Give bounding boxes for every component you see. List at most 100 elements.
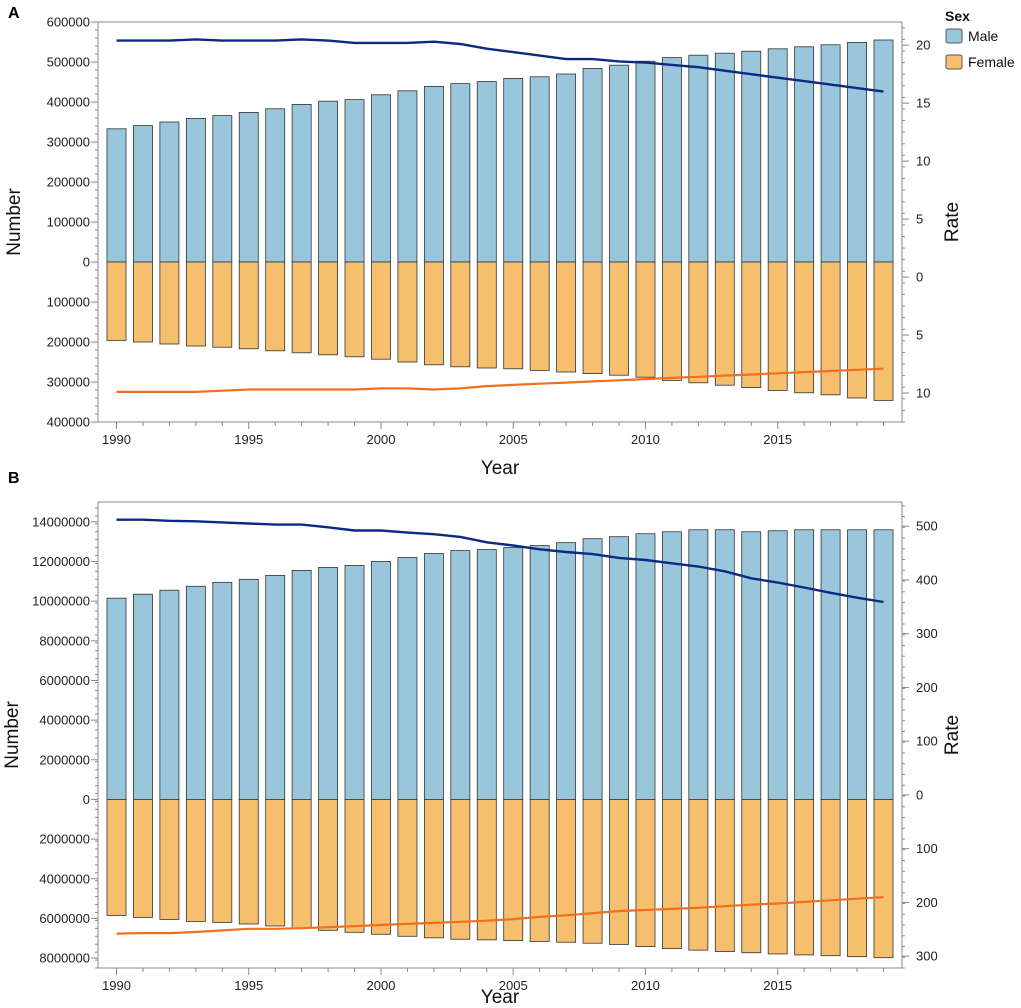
panel-b-right-tick-label: 100 <box>916 841 938 856</box>
panel-a-x-tick-label: 2010 <box>631 432 660 447</box>
panel-a-male-bar-1990 <box>106 128 127 263</box>
panel-a-male-bar-1997 <box>291 104 312 263</box>
panel-a-male-bar-1993 <box>185 118 206 263</box>
panel-b-female-bar-2000 <box>371 799 391 935</box>
panel-a-left-tick-label: 600000 <box>47 15 90 30</box>
panel-a-female-bar-2018 <box>847 261 867 399</box>
panel-a-female-bar-2003 <box>450 261 471 368</box>
panel-a-left-tick-label: 300000 <box>47 375 90 390</box>
panel-b-x-tick-label: 2005 <box>499 978 528 993</box>
panel-b-female-bar-1993 <box>185 799 206 922</box>
panel-a-right-tick-label: 0 <box>916 270 923 285</box>
panel-b-male-bar-2019 <box>873 529 894 800</box>
panel-a-female-bar-2004 <box>476 261 497 369</box>
panel-a-left-tick-label: 400000 <box>47 415 90 430</box>
panel-a-female-bar-2010 <box>635 261 656 378</box>
panel-b-female-bar-2016 <box>794 799 815 956</box>
panel-b-female-bar-2001 <box>397 799 418 937</box>
panel-a-x-tick-label: 2005 <box>499 432 528 447</box>
panel-b-left-tick-label: 14000000 <box>32 514 90 529</box>
panel-a-female-bar-2019 <box>873 261 894 401</box>
panel-b-male-bar-1994 <box>212 581 233 800</box>
panel-a-female-bar-2007 <box>556 261 577 373</box>
panel-b-left-tick-label: 6000000 <box>39 911 90 926</box>
panel-b-male-bar-1998 <box>318 567 339 800</box>
panel-b-right-tick-label: 300 <box>916 626 938 641</box>
panel-b-y-axis-title: Number <box>2 701 23 769</box>
panel-b-male-bar-1997 <box>291 570 312 800</box>
panel-a-female-bar-2013 <box>714 261 735 386</box>
panel-b: B 14000000 12000000 10000000 8000000 6000000 4… <box>2 470 963 1008</box>
panel-b-male-bar-2014 <box>741 531 762 800</box>
panel-a-left-tick-label: 300000 <box>47 135 90 150</box>
panel-b-male-bar-2017 <box>820 529 841 800</box>
panel-b-female-bar-2002 <box>423 799 444 939</box>
panel-b-female-bar-1994 <box>212 799 233 923</box>
panel-a-male-bar-2007 <box>556 73 577 263</box>
panel-a-female-bar-1996 <box>265 261 286 352</box>
panel-b-y2-axis-title: Rate <box>942 715 963 755</box>
panel-a-right-tick-label: 10 <box>916 386 930 401</box>
panel-b-x-tick-label: 1990 <box>102 978 131 993</box>
panel-b-female-bar-1996 <box>265 799 286 927</box>
panel-b-female-bar-2018 <box>847 799 867 958</box>
panel-a-male-bar-2006 <box>529 76 550 263</box>
panel-b-left-tick-label: 6000000 <box>39 673 90 688</box>
panel-a-x-tick-label: 1995 <box>234 432 263 447</box>
panel-a-female-bar-2009 <box>609 261 629 376</box>
panel-b-male-rate-line <box>116 518 884 604</box>
panel-b-label: B <box>8 470 20 487</box>
panel-a-male-bar-2018 <box>847 42 867 263</box>
panel-a-left-tick-label: 0 <box>83 255 90 270</box>
panel-a-female-bar-2012 <box>688 261 709 384</box>
panel-a-male-bar-1995 <box>238 112 259 263</box>
panel-a: A 600000 500000 400000 300000 200000 100000 0 10… <box>4 5 963 479</box>
panel-b-female-bar-2003 <box>450 799 471 940</box>
panel-a-x-tick-label: 2015 <box>763 432 792 447</box>
panel-a-male-bar-2001 <box>397 90 418 263</box>
panel-a-male-bar-1998 <box>318 100 339 263</box>
panel-a-male-bar-1994 <box>212 115 233 263</box>
panel-a-male-bar-2009 <box>609 64 629 263</box>
panel-a-male-bar-2002 <box>423 86 444 263</box>
panel-b-female-bar-2014 <box>741 799 762 954</box>
panel-b-female-bar-2010 <box>635 799 656 947</box>
panel-a-male-bar-2013 <box>714 52 735 263</box>
panel-b-left-tick-label: 8000000 <box>39 633 90 648</box>
panel-b-male-bar-1996 <box>265 574 286 800</box>
panel-a-right-tick-label: 10 <box>916 154 930 169</box>
panel-a-female-bar-2015 <box>767 261 788 391</box>
panel-b-male-bar-1993 <box>185 585 206 800</box>
panel-b-female-bar-2011 <box>661 799 682 949</box>
panel-b-right-tick-label: 300 <box>916 949 938 964</box>
panel-b-male-bar-2011 <box>661 531 682 800</box>
panel-b-female-bar-2004 <box>476 799 497 941</box>
panel-b-x-tick-label: 2000 <box>367 978 396 993</box>
panel-a-female-bar-2001 <box>397 261 418 363</box>
panel-a-male-bar-2015 <box>767 48 788 263</box>
panel-b-female-bar-2013 <box>714 799 735 952</box>
panel-a-male-bar-2008 <box>582 68 603 263</box>
panel-b-left-tick-label: 4000000 <box>39 871 90 886</box>
panel-a-female-bar-2002 <box>423 261 444 366</box>
panel-a-male-bar-2011 <box>661 57 682 263</box>
panel-a-female-bar-2016 <box>794 261 815 394</box>
panel-b-male-bar-2016 <box>794 529 815 800</box>
panel-b-left-tick-label: 12000000 <box>32 554 90 569</box>
panel-b-male-bar-2018 <box>847 529 867 800</box>
panel-b-male-bar-2012 <box>688 529 709 800</box>
panel-b-female-bar-2009 <box>609 799 629 945</box>
panel-b-left-tick-label: 8000000 <box>39 951 90 966</box>
panel-a-male-bar-2005 <box>503 78 524 263</box>
panel-b-left-tick-label: 0 <box>83 792 90 807</box>
panel-a-label: A <box>8 5 20 22</box>
legend: Sex Male Female <box>945 8 1015 70</box>
panel-a-male-bar-2017 <box>820 44 841 263</box>
panel-a-male-bar-2019 <box>873 39 894 263</box>
panel-b-female-bar-1997 <box>291 799 312 929</box>
panel-b-male-bar-2008 <box>582 538 603 800</box>
panel-b-x-tick-label: 1995 <box>234 978 263 993</box>
panel-b-male-bar-2003 <box>450 550 471 800</box>
panel-b-x-tick-label: 2015 <box>763 978 792 993</box>
panel-b-x-axis-title: Year <box>481 987 520 1008</box>
